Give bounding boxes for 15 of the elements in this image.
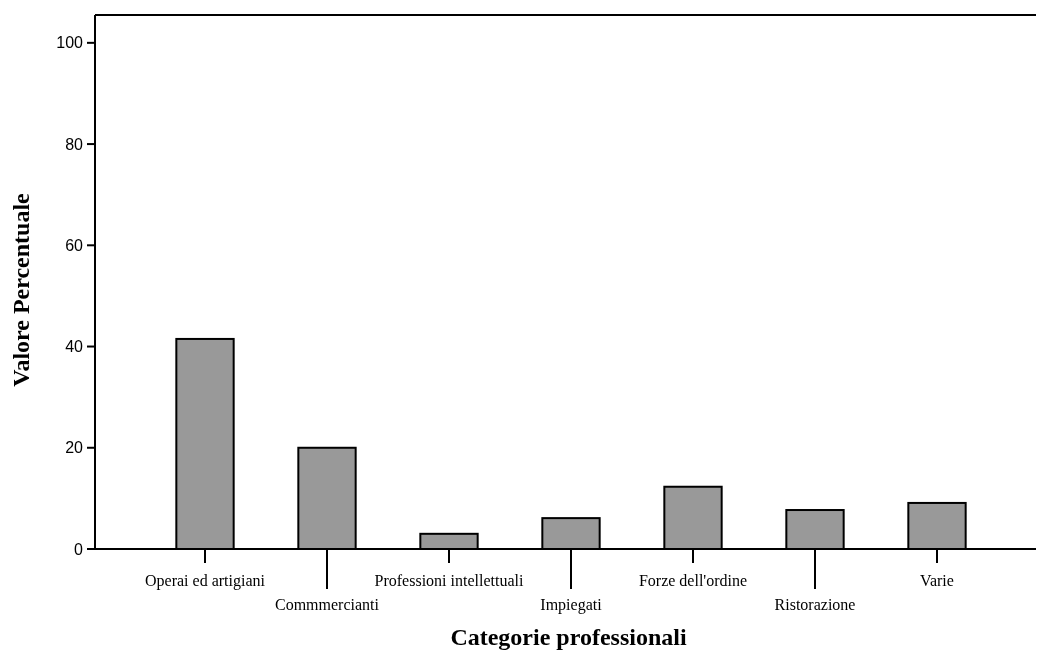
x-tick-label: Professioni intellettuali [374, 572, 524, 589]
y-tick-label: 100 [56, 34, 84, 52]
x-tick-label: Operai ed artigiani [145, 572, 266, 590]
y-tick-label: 20 [65, 439, 84, 457]
x-tick-label: Varie [920, 572, 954, 589]
x-tick-label: Impiegati [540, 596, 603, 614]
y-tick-label: 0 [74, 540, 84, 558]
y-tick-label: 80 [65, 135, 84, 153]
y-axis-title: Valore Percentuale [8, 192, 34, 387]
x-tick-label: Ristorazione [774, 596, 856, 613]
y-tick-label: 40 [65, 338, 84, 356]
x-tick-label: Commmercianti [275, 596, 380, 613]
x-axis-title: Categorie professionali [450, 624, 687, 650]
y-tick-label: 60 [65, 236, 84, 254]
x-tick-label: Forze dell'ordine [638, 572, 748, 589]
